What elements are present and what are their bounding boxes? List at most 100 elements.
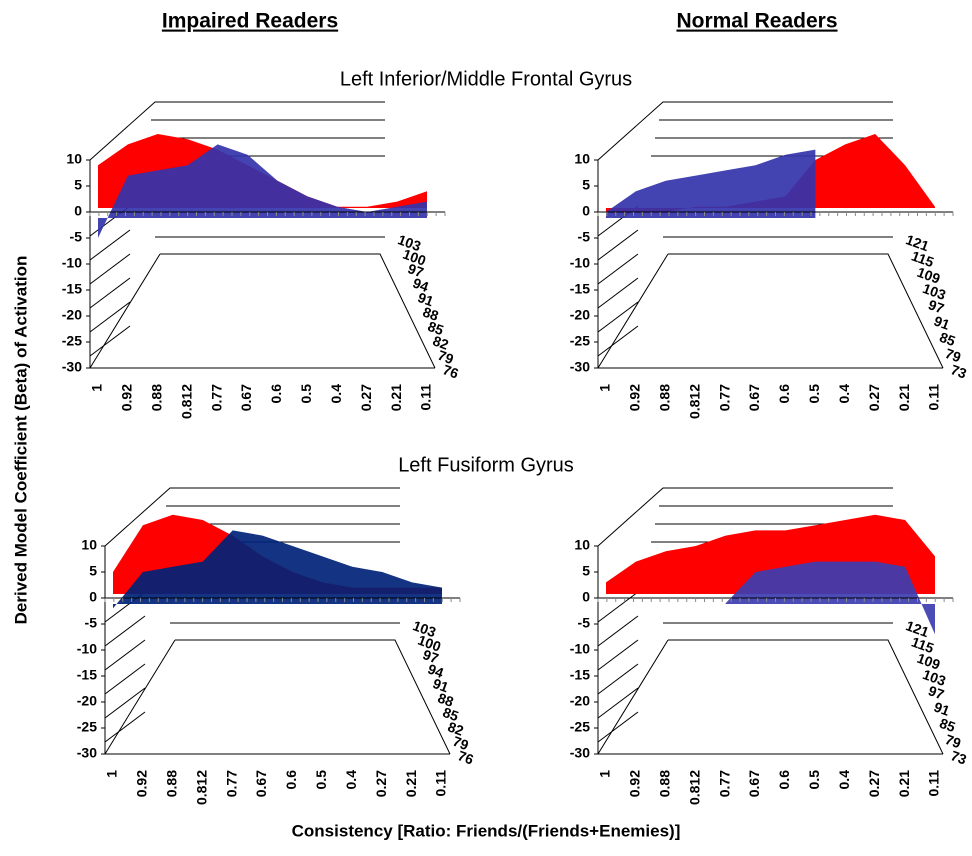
x-tick-label: 0.88 xyxy=(657,384,673,411)
z-tick-label: -30 xyxy=(570,359,590,375)
depth-tick-label: 91 xyxy=(431,675,451,695)
z-tick-label: -30 xyxy=(77,745,97,761)
x-tick-label: 1 xyxy=(597,384,613,392)
x-tick-label: 0.27 xyxy=(866,770,882,797)
frame xyxy=(89,277,131,309)
depth-tick-label: 94 xyxy=(411,275,431,295)
row-title: Left Inferior/Middle Frontal Gyrus xyxy=(340,68,632,90)
x-tick-label: 0.4 xyxy=(328,384,344,404)
frame xyxy=(104,615,146,647)
x-tick-label: 0.812 xyxy=(686,384,702,419)
frame xyxy=(104,639,146,671)
frame xyxy=(597,487,943,755)
x-tick-label: 0.88 xyxy=(149,384,165,411)
depth-tick-label: 85 xyxy=(937,715,957,735)
frame xyxy=(89,301,131,333)
depth-tick-label: 79 xyxy=(943,731,963,751)
frame xyxy=(597,301,639,333)
frame xyxy=(104,663,146,695)
z-tick-label: -25 xyxy=(570,333,590,349)
frame xyxy=(104,711,146,743)
x-tick-label: 0.812 xyxy=(178,384,194,419)
z-tick-label: -15 xyxy=(77,667,97,683)
x-tick-label: 0.67 xyxy=(746,770,762,797)
z-tick-label: 0 xyxy=(582,589,590,605)
x-tick-label: 0.4 xyxy=(343,770,359,790)
frame xyxy=(597,639,639,671)
surface xyxy=(606,134,935,212)
depth-tick-label: 103 xyxy=(921,280,949,303)
x-tick-label: 0.5 xyxy=(313,770,329,790)
depth-tick-label: 103 xyxy=(921,666,949,689)
column-title: Normal Readers xyxy=(676,10,837,33)
z-tick-label: -15 xyxy=(570,281,590,297)
frame xyxy=(89,325,131,357)
x-tick-label: 0.5 xyxy=(806,384,822,404)
x-tick-label: 0.21 xyxy=(896,384,912,411)
x-tick-label: 0.21 xyxy=(896,770,912,797)
x-tick-label: 0.67 xyxy=(253,770,269,797)
x-tick-label: 0.11 xyxy=(926,770,942,797)
x-tick-label: 0.92 xyxy=(627,384,643,411)
depth-tick-label: 76 xyxy=(441,361,461,381)
depth-tick-label: 82 xyxy=(431,332,451,352)
x-tick-label: 1 xyxy=(89,384,105,392)
x-tick-label: 0.5 xyxy=(806,770,822,790)
frame xyxy=(104,687,146,719)
z-tick-label: -10 xyxy=(77,641,97,657)
z-tick-label: 10 xyxy=(66,151,82,167)
x-tick-label: 0.812 xyxy=(193,770,209,805)
z-tick-label: -25 xyxy=(570,719,590,735)
z-tick-label: 0 xyxy=(89,589,97,605)
depth-tick-label: 88 xyxy=(421,303,441,323)
x-tick-label: 0.67 xyxy=(746,384,762,411)
x-tick-label: 0.77 xyxy=(716,770,732,797)
frame xyxy=(597,711,639,743)
z-tick-label: -5 xyxy=(578,615,591,631)
frame xyxy=(597,253,639,285)
depth-tick-label: 97 xyxy=(421,646,441,666)
depth-tick-label: 100 xyxy=(416,632,444,655)
depth-tick-label: 103 xyxy=(396,231,424,254)
frame xyxy=(597,591,639,623)
x-tick-label: 0.6 xyxy=(776,770,792,790)
depth-tick-label: 100 xyxy=(401,246,429,269)
x-tick-label: 0.6 xyxy=(283,770,299,790)
depth-tick-label: 91 xyxy=(932,313,952,333)
x-tick-label: 0.92 xyxy=(119,384,135,411)
depth-tick-label: 73 xyxy=(949,361,969,381)
z-tick-label: -20 xyxy=(62,307,82,323)
z-tick-label: 10 xyxy=(574,151,590,167)
y-axis-label: Derived Model Coefficient (Beta) of Acti… xyxy=(11,256,30,625)
depth-tick-label: 115 xyxy=(909,248,936,271)
depth-tick-label: 79 xyxy=(451,733,471,753)
z-tick-label: -30 xyxy=(570,745,590,761)
x-tick-label: 0.77 xyxy=(208,384,224,411)
x-tick-label: 0.27 xyxy=(866,384,882,411)
x-tick-label: 1 xyxy=(104,770,120,778)
z-tick-label: -10 xyxy=(62,255,82,271)
x-tick-label: 0.67 xyxy=(238,384,254,411)
z-tick-label: -10 xyxy=(570,255,590,271)
surface xyxy=(113,530,442,609)
depth-tick-label: 97 xyxy=(926,682,946,702)
frame xyxy=(597,277,639,309)
x-tick-label: 0.5 xyxy=(298,384,314,404)
depth-tick-label: 121 xyxy=(904,617,932,640)
z-tick-label: 5 xyxy=(582,177,590,193)
depth-tick-label: 76 xyxy=(456,747,476,767)
z-tick-label: -30 xyxy=(62,359,82,375)
depth-tick-label: 97 xyxy=(926,296,946,316)
depth-tick-label: 91 xyxy=(416,289,436,309)
z-tick-label: 10 xyxy=(81,537,97,553)
depth-tick-label: 97 xyxy=(406,260,426,280)
z-tick-label: -20 xyxy=(77,693,97,709)
x-tick-label: 0.812 xyxy=(686,770,702,805)
frame xyxy=(597,615,639,647)
frame xyxy=(89,253,131,285)
z-tick-label: 10 xyxy=(574,537,590,553)
z-tick-label: -10 xyxy=(570,641,590,657)
column-title: Impaired Readers xyxy=(162,10,338,33)
frame xyxy=(597,236,944,369)
x-tick-label: 0.4 xyxy=(836,770,852,790)
